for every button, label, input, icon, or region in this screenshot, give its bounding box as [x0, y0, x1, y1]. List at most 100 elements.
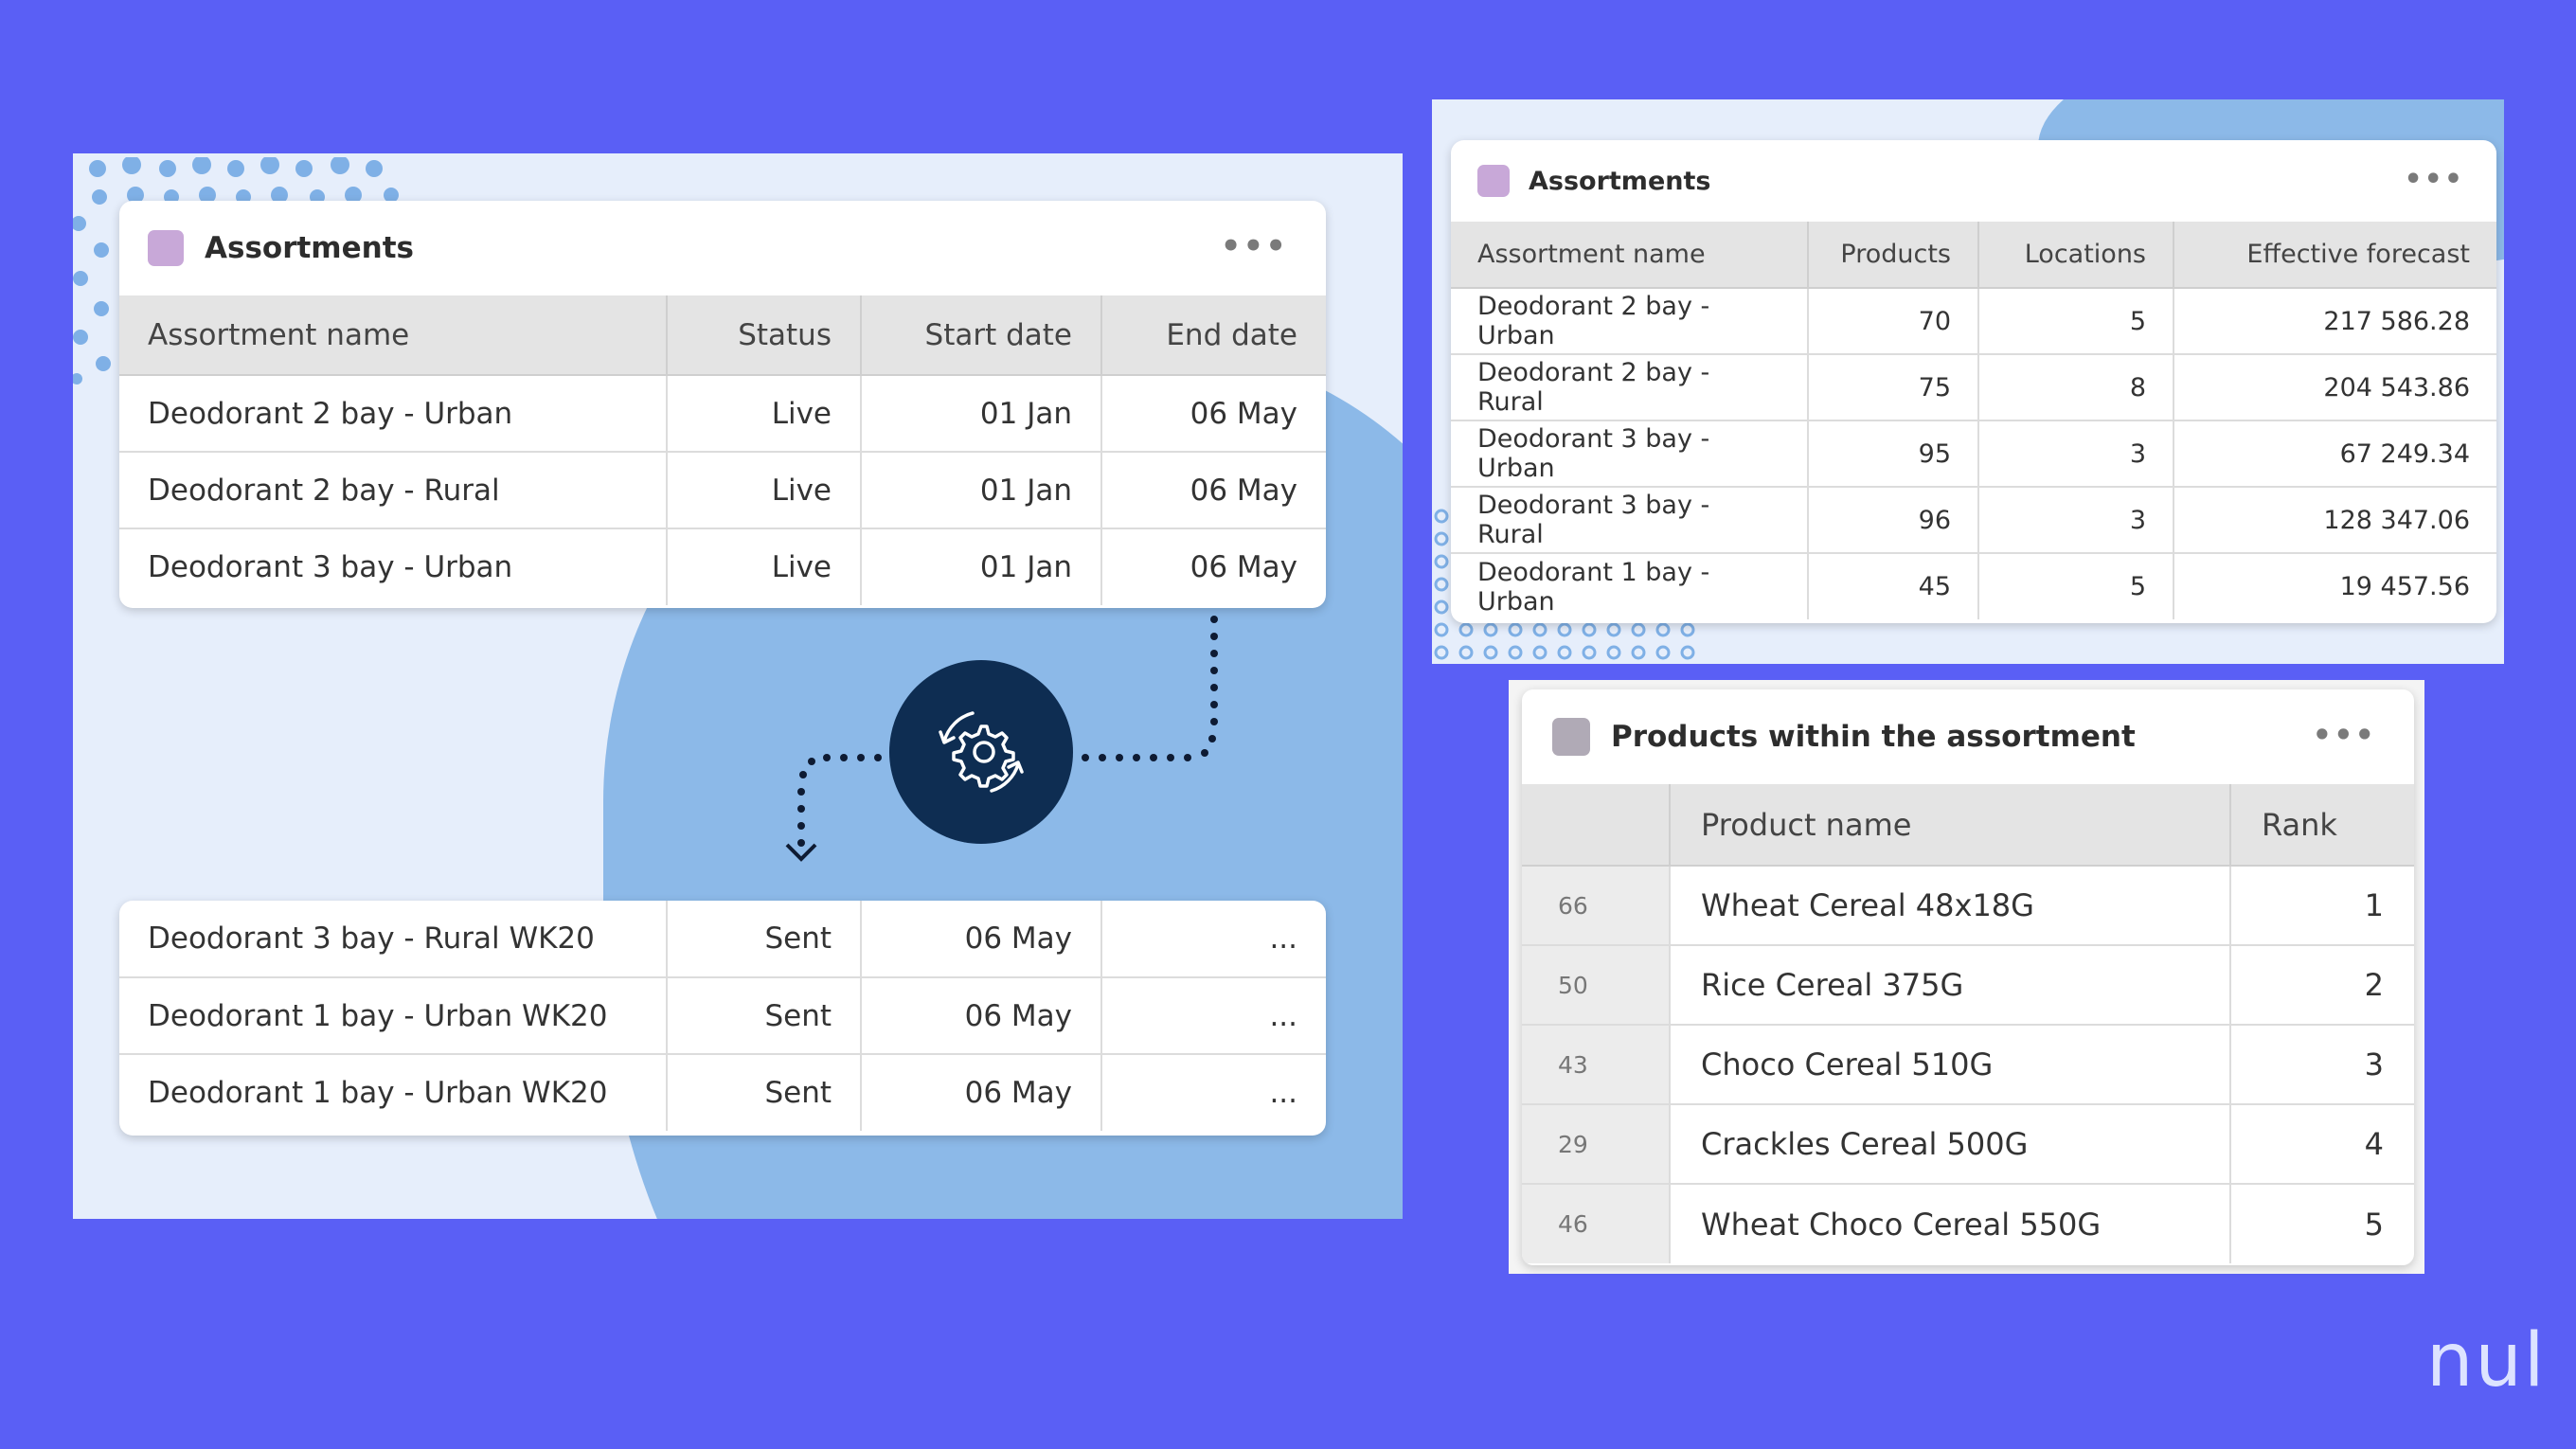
card-title: Assortments [1529, 166, 1711, 196]
forecast-cell: 67 249.34 [2174, 420, 2496, 488]
products-cell: 96 [1808, 487, 1979, 554]
column-header[interactable]: Rank [2230, 784, 2414, 867]
product-name-cell: Choco Cereal 510G [1670, 1025, 2231, 1105]
index-column-header [1522, 784, 1671, 867]
assortments-forecast-card: Assortments ••• Assortment name Products… [1451, 140, 2496, 623]
table-row[interactable]: 66 Wheat Cereal 48x18G 1 [1522, 866, 2414, 946]
assortment-name-cell: Deodorant 2 bay - Rural [119, 452, 668, 529]
start-date-cell: 06 May [861, 1054, 1102, 1131]
forecast-cell: 204 543.86 [2174, 354, 2496, 421]
table-row[interactable]: Deodorant 3 bay - Urban Live 01 Jan 06 M… [119, 528, 1326, 605]
forecast-cell: 128 347.06 [2174, 487, 2496, 554]
column-header[interactable]: Assortment name [1451, 222, 1809, 289]
column-header[interactable]: End date [1101, 295, 1326, 376]
assortment-name-cell: Deodorant 3 bay - Urban [119, 528, 668, 605]
table-row[interactable]: Deodorant 1 bay - Urban WK20 Sent 06 May… [119, 977, 1326, 1055]
end-date-cell: 06 May [1190, 550, 1297, 584]
row-index-cell: 46 [1522, 1184, 1671, 1263]
products-table: Product name Rank 66 Wheat Cereal 48x18G… [1522, 784, 2414, 1263]
rank-cell: 5 [2364, 1206, 2384, 1243]
column-header[interactable]: Assortment name [119, 295, 668, 376]
table-row[interactable]: 50 Rice Cereal 375G 2 [1522, 945, 2414, 1026]
assortment-name-cell: Deodorant 2 bay - Urban [119, 375, 668, 453]
table-row[interactable]: Deodorant 1 bay - Urban 45 5 19 457.56 [1451, 553, 2496, 619]
gear-sync-icon [939, 711, 1024, 793]
assortment-name-cell: Deodorant 3 bay - Rural WK20 [119, 901, 668, 978]
ring-pattern [1434, 509, 1695, 660]
end-date-cell: 06 May [1101, 375, 1326, 453]
assortment-name-cell: Deodorant 3 bay - Urban [1451, 420, 1809, 488]
assortment-name-cell: Deodorant 2 bay - Urban [1451, 288, 1809, 355]
sent-assortments-card: Deodorant 3 bay - Rural WK20 Sent 06 May… [119, 901, 1326, 1136]
row-index-cell: 29 [1522, 1104, 1671, 1185]
table-header-row: Assortment name Status Start date End da… [119, 295, 1326, 376]
table-row[interactable]: Deodorant 3 bay - Urban 95 3 67 249.34 [1451, 420, 2496, 488]
column-header[interactable]: Start date [861, 295, 1102, 376]
dot-pattern [73, 157, 399, 385]
assortment-name-cell: Deodorant 2 bay - Rural [1451, 354, 1809, 421]
end-date-cell: ... [1101, 977, 1326, 1055]
table-header-row: Assortment name Products Locations Effec… [1451, 222, 2496, 289]
card-title: Assortments [205, 231, 414, 265]
locations-cell: 3 [1978, 420, 2174, 488]
start-date-cell: 01 Jan [861, 375, 1102, 453]
card-header: Assortments ••• [1451, 140, 2496, 222]
table-row[interactable]: Deodorant 2 bay - Rural Live 01 Jan 06 M… [119, 452, 1326, 529]
table-row[interactable]: Deodorant 3 bay - Rural WK20 Sent 06 May… [119, 901, 1326, 978]
products-cell: 75 [1808, 354, 1979, 421]
assortment-name-cell: Deodorant 1 bay - Urban [1451, 553, 1809, 619]
brand-logo: nul [2426, 1318, 2547, 1404]
more-options-icon[interactable]: ••• [2404, 162, 2464, 196]
table-row[interactable]: Deodorant 1 bay - Urban WK20 Sent 06 May… [119, 1054, 1326, 1131]
status-cell: Sent [667, 977, 862, 1055]
assortment-name-cell: Deodorant 3 bay - Rural [1451, 487, 1809, 554]
rank-cell: 4 [2230, 1104, 2414, 1185]
table-row[interactable]: Deodorant 2 bay - Rural 75 8 204 543.86 [1451, 354, 2496, 421]
more-options-icon[interactable]: ••• [2312, 717, 2376, 754]
assortment-name-cell: Deodorant 1 bay - Urban WK20 [119, 1054, 668, 1131]
column-header[interactable]: Effective forecast [2174, 222, 2496, 289]
status-cell: Live [667, 528, 862, 605]
status-cell: Live [667, 375, 862, 453]
locations-cell: 5 [1978, 288, 2174, 355]
assortments-table: Assortment name Status Start date End da… [119, 295, 1326, 605]
start-date-cell: 01 Jan [861, 452, 1102, 529]
rank-cell: 1 [2230, 866, 2414, 946]
assortment-swatch-icon [1477, 165, 1510, 197]
table-row[interactable]: 29 Crackles Cereal 500G 4 [1522, 1104, 2414, 1185]
products-card: Products within the assortment ••• Produ… [1522, 689, 2414, 1265]
end-date-cell: 06 May [1101, 452, 1326, 529]
row-index-cell: 43 [1522, 1025, 1671, 1105]
column-header[interactable]: Product name [1670, 784, 2231, 867]
column-header[interactable]: Locations [1978, 222, 2174, 289]
rank-cell: 3 [2230, 1025, 2414, 1105]
table-row[interactable]: Deodorant 2 bay - Urban Live 01 Jan 06 M… [119, 375, 1326, 453]
start-date-cell: 06 May [861, 901, 1102, 978]
product-name-cell: Rice Cereal 375G [1670, 945, 2231, 1026]
more-options-icon[interactable]: ••• [1220, 227, 1288, 265]
table-row[interactable]: Deodorant 2 bay - Urban 70 5 217 586.28 [1451, 288, 2496, 355]
start-date-cell: 01 Jan [861, 528, 1102, 605]
column-header[interactable]: Status [667, 295, 862, 376]
locations-cell: 5 [1978, 553, 2174, 619]
status-cell: Sent [667, 901, 862, 978]
sync-hub [889, 660, 1073, 844]
rank-cell: 2 [2230, 945, 2414, 1026]
product-name-cell: Crackles Cereal 500G [1670, 1104, 2231, 1185]
end-date-cell: ... [1269, 1076, 1297, 1110]
row-index-cell: 66 [1522, 866, 1671, 946]
assortment-name-cell: Deodorant 1 bay - Urban WK20 [119, 977, 668, 1055]
card-title: Products within the assortment [1611, 720, 2136, 754]
card-header: Products within the assortment ••• [1522, 689, 2414, 784]
assortment-swatch-icon [148, 230, 184, 266]
table-row[interactable]: Deodorant 3 bay - Rural 96 3 128 347.06 [1451, 487, 2496, 554]
end-date-cell: ... [1101, 901, 1326, 978]
column-header[interactable]: Products [1808, 222, 1979, 289]
table-header-row: Product name Rank [1522, 784, 2414, 867]
forecast-cell: 19 457.56 [2339, 572, 2470, 601]
table-row[interactable]: 43 Choco Cereal 510G 3 [1522, 1025, 2414, 1105]
row-index-cell: 50 [1522, 945, 1671, 1026]
start-date-cell: 06 May [861, 977, 1102, 1055]
table-row[interactable]: 46 Wheat Choco Cereal 550G 5 [1522, 1184, 2414, 1263]
card-header: Assortments ••• [119, 201, 1326, 295]
